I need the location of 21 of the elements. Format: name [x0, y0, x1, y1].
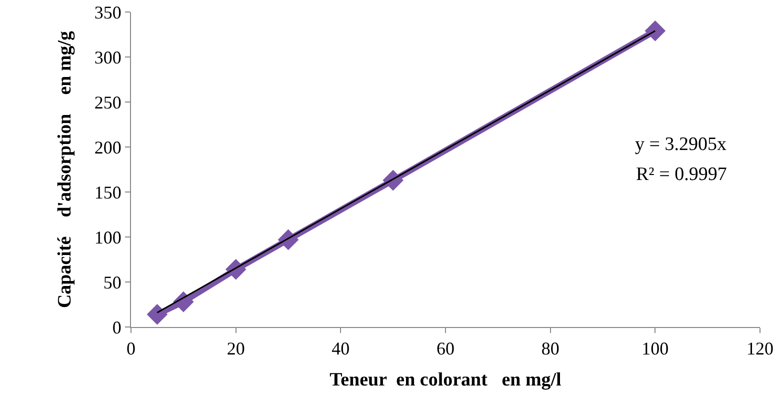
y-tick-label: 150: [94, 182, 122, 202]
point: [146, 304, 168, 325]
x-axis-title: Teneur en colorant en mg/l: [330, 369, 562, 390]
x-tick-label: 0: [126, 338, 136, 359]
y-tick-label: 0: [112, 317, 122, 338]
y-tick-label: 350: [94, 2, 122, 22]
y-tick-label: 200: [94, 137, 122, 158]
y-tick-label: 50: [103, 272, 122, 292]
x-tick-label: 60: [436, 338, 454, 359]
annotation: R² = 0.9997: [636, 164, 727, 185]
x-tick-label: 20: [226, 338, 245, 359]
y-tick-label: 100: [94, 227, 122, 248]
point: [644, 20, 666, 42]
y-tick-label: 300: [94, 47, 122, 68]
x-tick-label: 80: [541, 338, 560, 359]
y-tick-label: 250: [94, 92, 122, 112]
y-axis-title: Capacité d'adsorption en mg/g: [54, 30, 76, 308]
x-tick-label: 120: [746, 338, 774, 359]
annotation: y = 3.2905x: [635, 134, 727, 155]
x-tick-label: 100: [642, 338, 669, 359]
x-tick-label: 40: [332, 338, 350, 359]
